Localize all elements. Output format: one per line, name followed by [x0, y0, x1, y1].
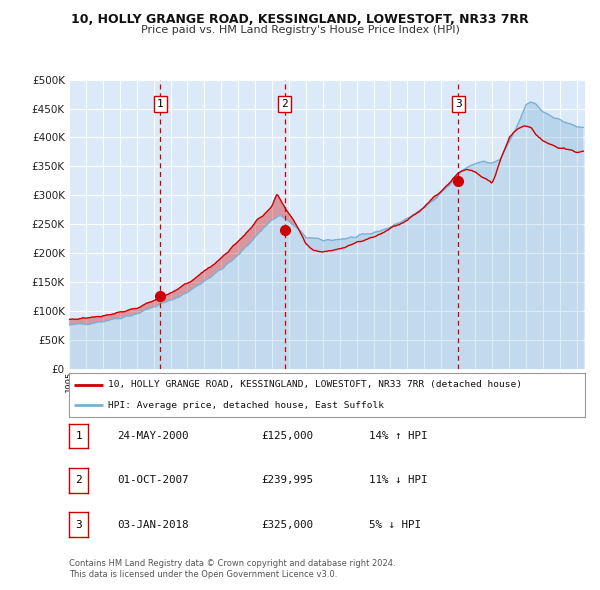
Text: Contains HM Land Registry data © Crown copyright and database right 2024.: Contains HM Land Registry data © Crown c… [69, 559, 395, 568]
Text: Price paid vs. HM Land Registry's House Price Index (HPI): Price paid vs. HM Land Registry's House … [140, 25, 460, 35]
Text: 1: 1 [75, 431, 82, 441]
Text: 10, HOLLY GRANGE ROAD, KESSINGLAND, LOWESTOFT, NR33 7RR: 10, HOLLY GRANGE ROAD, KESSINGLAND, LOWE… [71, 13, 529, 26]
Text: 2: 2 [75, 476, 82, 485]
Text: HPI: Average price, detached house, East Suffolk: HPI: Average price, detached house, East… [108, 401, 384, 409]
Text: £125,000: £125,000 [261, 431, 313, 441]
Text: 14% ↑ HPI: 14% ↑ HPI [369, 431, 427, 441]
Text: 2: 2 [281, 99, 288, 109]
Text: 3: 3 [75, 520, 82, 529]
Text: This data is licensed under the Open Government Licence v3.0.: This data is licensed under the Open Gov… [69, 571, 337, 579]
Text: 11% ↓ HPI: 11% ↓ HPI [369, 476, 427, 485]
Text: £325,000: £325,000 [261, 520, 313, 529]
Text: 10, HOLLY GRANGE ROAD, KESSINGLAND, LOWESTOFT, NR33 7RR (detached house): 10, HOLLY GRANGE ROAD, KESSINGLAND, LOWE… [108, 381, 522, 389]
Text: 1: 1 [157, 99, 163, 109]
Text: £239,995: £239,995 [261, 476, 313, 485]
Text: 5% ↓ HPI: 5% ↓ HPI [369, 520, 421, 529]
Text: 3: 3 [455, 99, 461, 109]
Text: 01-OCT-2007: 01-OCT-2007 [117, 476, 188, 485]
Text: 03-JAN-2018: 03-JAN-2018 [117, 520, 188, 529]
Text: 24-MAY-2000: 24-MAY-2000 [117, 431, 188, 441]
